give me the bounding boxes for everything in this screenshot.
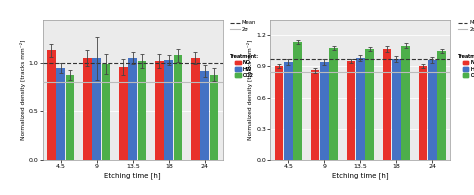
Bar: [320, 62, 328, 160]
Bar: [138, 61, 146, 160]
Bar: [293, 42, 302, 160]
Bar: [174, 55, 182, 160]
X-axis label: Etching time [h]: Etching time [h]: [332, 172, 389, 179]
X-axis label: Etching time [h]: Etching time [h]: [104, 172, 161, 179]
Bar: [274, 66, 283, 160]
Legend: NO, HW, CO2: NO, HW, CO2: [229, 53, 260, 79]
Bar: [438, 51, 446, 160]
Bar: [356, 58, 365, 160]
Bar: [419, 66, 427, 160]
Bar: [346, 61, 355, 160]
Bar: [383, 49, 391, 160]
Bar: [329, 48, 338, 160]
Bar: [392, 59, 401, 160]
Bar: [119, 67, 128, 160]
Bar: [164, 60, 173, 160]
Legend: NO, HW, CO2: NO, HW, CO2: [456, 53, 474, 79]
Bar: [128, 58, 137, 160]
Bar: [365, 49, 374, 160]
Bar: [284, 62, 292, 160]
Bar: [56, 68, 65, 160]
Y-axis label: Normalized density [tracks mm⁻²]: Normalized density [tracks mm⁻²]: [247, 39, 254, 140]
Y-axis label: Normalized density [tracks mm⁻²]: Normalized density [tracks mm⁻²]: [20, 39, 26, 140]
Bar: [401, 45, 410, 160]
Bar: [47, 51, 55, 160]
Bar: [155, 61, 164, 160]
Bar: [210, 75, 219, 160]
Bar: [83, 58, 91, 160]
Bar: [92, 58, 101, 160]
Bar: [66, 75, 74, 160]
Bar: [428, 60, 437, 160]
Bar: [191, 58, 200, 160]
Bar: [201, 71, 209, 160]
Bar: [310, 70, 319, 160]
Bar: [102, 64, 110, 160]
